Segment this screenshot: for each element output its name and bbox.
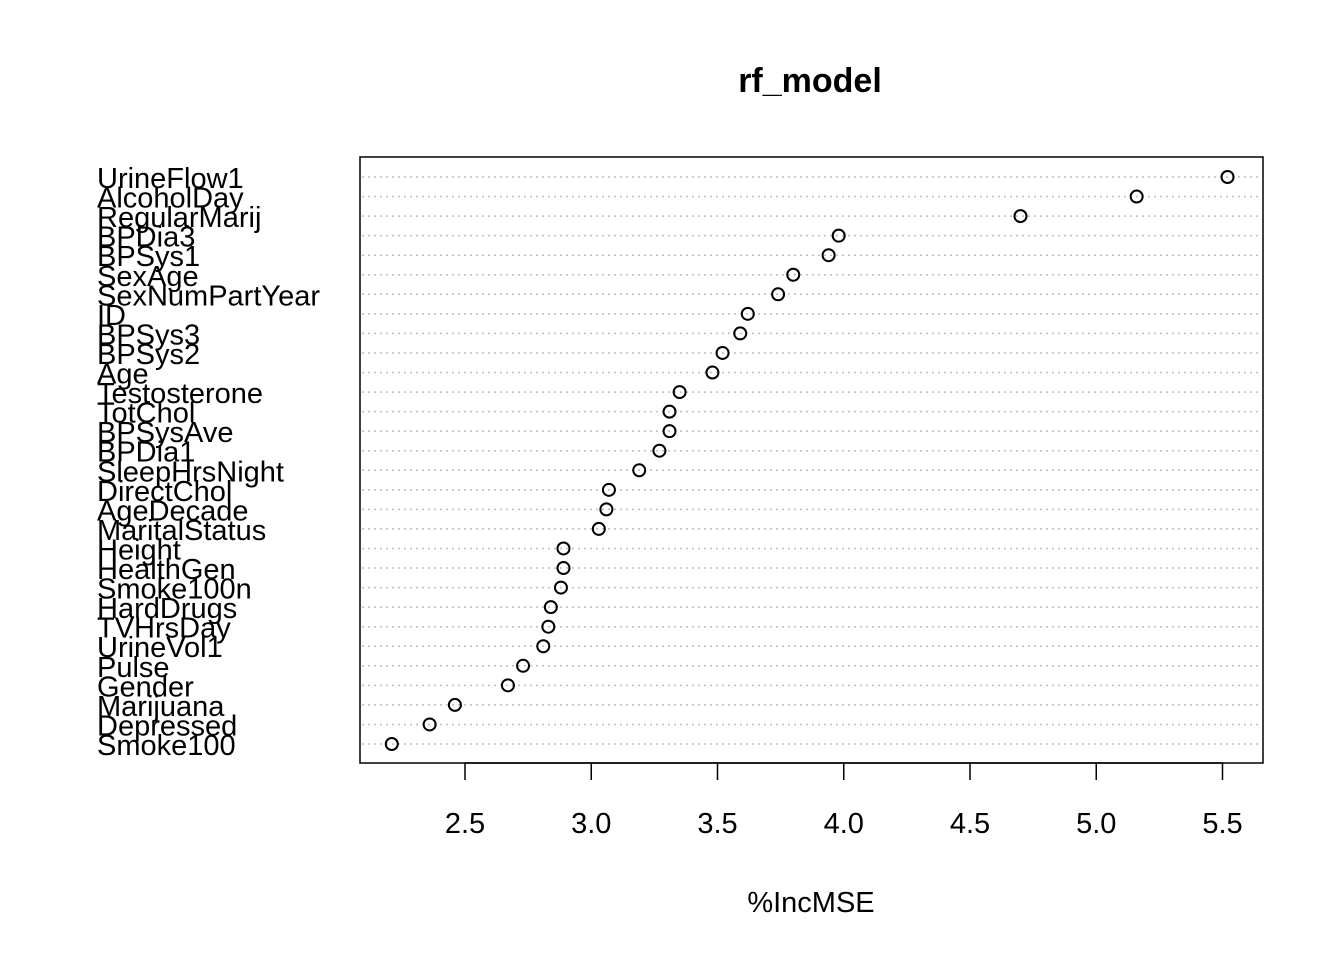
- data-point: [715, 345, 730, 360]
- variable-label: TotChol: [97, 398, 195, 430]
- data-point: [422, 717, 437, 732]
- data-point: [821, 248, 836, 263]
- variable-label: BPSys2: [97, 339, 200, 371]
- variable-label: BPSys1: [97, 241, 200, 273]
- variable-labels: UrineFlow1AlcoholDayRegularMarijBPDia3BP…: [97, 163, 320, 762]
- data-point: [543, 600, 558, 615]
- variable-label: BPDia3: [97, 222, 195, 254]
- variable-label: TVHrsDay: [97, 613, 231, 645]
- variable-label: SleepHrsNight: [97, 456, 284, 488]
- x-tick-label: 5.5: [1202, 808, 1242, 840]
- variable-label: Marijuana: [97, 691, 225, 723]
- data-point: [786, 267, 801, 282]
- x-tick-label: 3.5: [697, 808, 737, 840]
- variable-label: BPSys3: [97, 319, 200, 351]
- variable-label: BPDia1: [97, 437, 195, 469]
- variable-label: SexNumPartYear: [97, 280, 320, 312]
- data-point: [516, 658, 531, 673]
- variable-label: Age: [97, 359, 149, 391]
- variable-label: BPSysAve: [97, 417, 233, 449]
- variable-label: Depressed: [97, 710, 237, 742]
- data-point: [662, 404, 677, 419]
- variable-label: Testosterone: [97, 378, 263, 410]
- data-point: [601, 482, 616, 497]
- variable-label: Smoke100: [97, 730, 236, 762]
- data-point: [733, 326, 748, 341]
- x-tick-label: 5.0: [1076, 808, 1116, 840]
- variable-label: Height: [97, 534, 181, 566]
- x-tick-label: 2.5: [445, 808, 485, 840]
- data-point: [831, 228, 846, 243]
- x-axis: 2.5 3.0 3.5 4.0 4.5 5.0 5.5: [445, 762, 1243, 840]
- data-point: [591, 521, 606, 536]
- data-point: [771, 287, 786, 302]
- data-point: [1220, 170, 1235, 184]
- variable-label: ID: [97, 300, 126, 332]
- x-tick-label: 4.5: [950, 808, 990, 840]
- variable-label: DirectChol: [97, 476, 232, 508]
- variable-label: AlcoholDay: [97, 183, 244, 215]
- variable-label: UrineVol1: [97, 632, 223, 664]
- data-point: [662, 424, 677, 439]
- variable-label: Gender: [97, 671, 194, 703]
- data-point: [556, 561, 571, 576]
- x-tick-label: 4.0: [824, 808, 864, 840]
- data-point: [384, 737, 399, 751]
- data-point: [1013, 209, 1028, 224]
- data-points: [384, 170, 1235, 751]
- variable-label: HealthGen: [97, 554, 236, 586]
- data-point: [556, 541, 571, 556]
- data-point: [447, 697, 462, 712]
- x-axis-label: %IncMSE: [747, 887, 874, 919]
- variable-label: UrineFlow1: [97, 163, 244, 195]
- data-point: [740, 306, 755, 321]
- variable-label: HardDrugs: [97, 593, 237, 625]
- variable-label: RegularMarij: [97, 202, 261, 234]
- data-point: [541, 619, 556, 634]
- data-point: [536, 639, 551, 654]
- data-point: [1129, 189, 1144, 204]
- data-point: [632, 463, 647, 478]
- chart-title: rf_model: [738, 62, 882, 100]
- data-point: [553, 580, 568, 595]
- data-point: [500, 678, 515, 693]
- data-point: [599, 502, 614, 517]
- data-point: [652, 443, 667, 458]
- variable-label: Smoke100n: [97, 574, 252, 606]
- grid-lines: [362, 176, 1261, 745]
- plot-frame: [359, 156, 1264, 764]
- variable-label: Pulse: [97, 652, 170, 684]
- x-tick-label: 3.0: [571, 808, 611, 840]
- variable-label: MaritalStatus: [97, 515, 266, 547]
- variable-label: SexAge: [97, 261, 199, 293]
- variable-label: AgeDecade: [97, 495, 249, 527]
- data-point: [672, 385, 687, 400]
- data-point: [705, 365, 720, 380]
